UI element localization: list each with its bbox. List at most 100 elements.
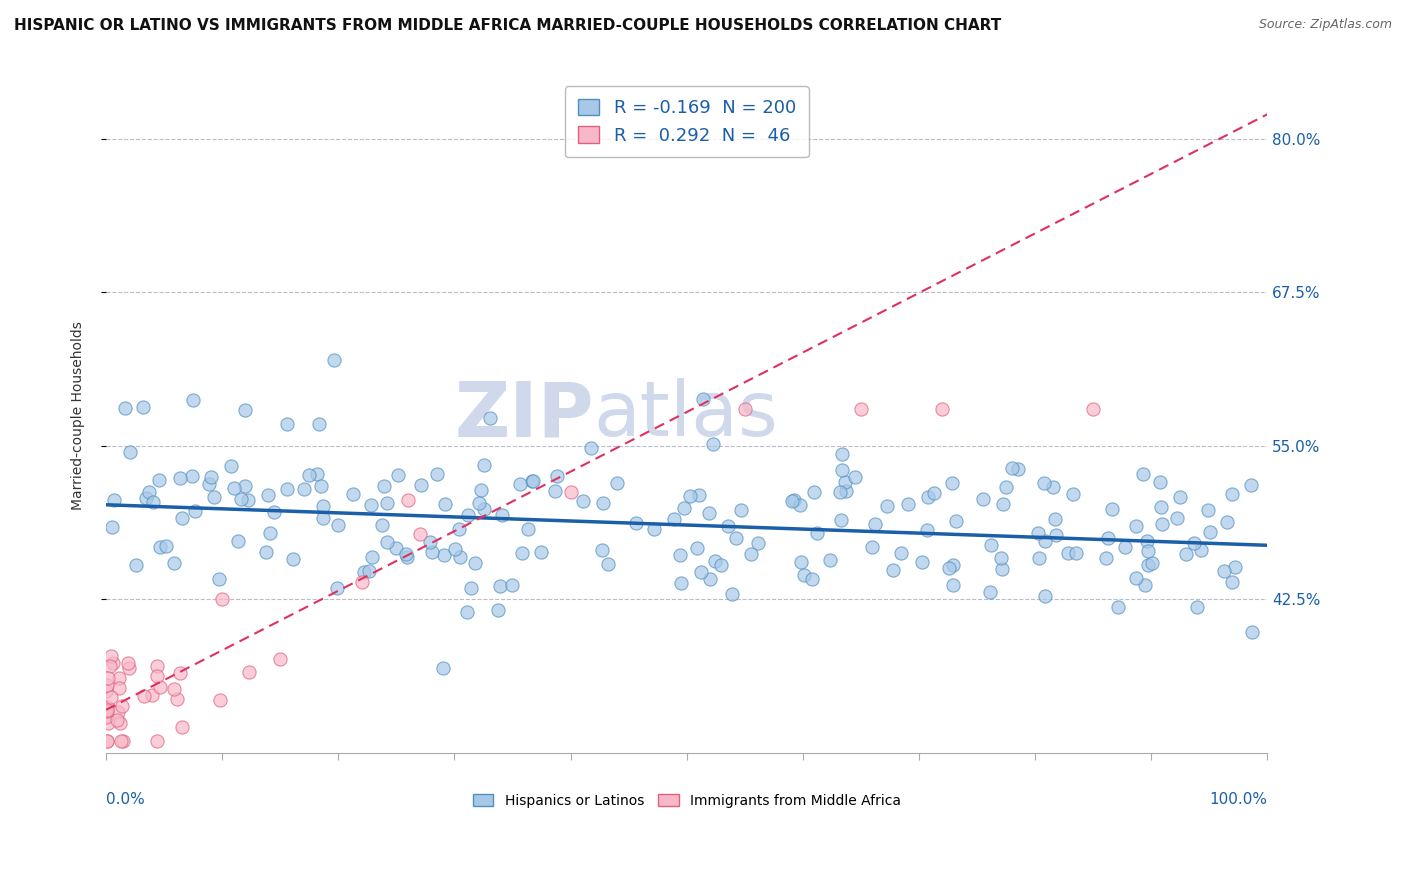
Point bbox=[699, 572, 721, 586]
Point bbox=[96, 700, 118, 714]
Point bbox=[704, 554, 727, 568]
Point bbox=[371, 517, 394, 532]
Point bbox=[1032, 476, 1054, 491]
Point bbox=[200, 469, 222, 483]
Point bbox=[692, 392, 714, 406]
Point bbox=[457, 508, 479, 522]
Point bbox=[142, 495, 165, 509]
Point bbox=[375, 496, 398, 510]
Point bbox=[890, 546, 912, 560]
Point bbox=[1097, 531, 1119, 545]
Point bbox=[96, 704, 118, 718]
Point bbox=[783, 492, 806, 507]
Point bbox=[1107, 599, 1129, 614]
Point bbox=[229, 492, 252, 507]
Point bbox=[259, 526, 281, 541]
Point bbox=[560, 485, 582, 500]
Point bbox=[991, 497, 1014, 511]
Point bbox=[520, 474, 543, 488]
Point bbox=[1001, 460, 1024, 475]
Point bbox=[941, 475, 963, 490]
Point bbox=[1101, 502, 1123, 516]
Point bbox=[672, 501, 695, 516]
Point bbox=[456, 605, 478, 619]
Point bbox=[1043, 511, 1066, 525]
Point bbox=[276, 482, 298, 496]
Point bbox=[806, 526, 828, 541]
Point bbox=[292, 482, 315, 496]
Point bbox=[1216, 515, 1239, 529]
Point bbox=[717, 518, 740, 533]
Point bbox=[1026, 526, 1049, 541]
Point bbox=[702, 436, 724, 450]
Point bbox=[208, 692, 231, 706]
Point bbox=[148, 473, 170, 487]
Point bbox=[679, 489, 702, 503]
Point bbox=[449, 522, 471, 536]
Legend: Hispanics or Latinos, Immigrants from Middle Africa: Hispanics or Latinos, Immigrants from Mi… bbox=[467, 789, 907, 814]
Point bbox=[979, 584, 1001, 599]
Point bbox=[876, 500, 898, 514]
Point bbox=[1033, 589, 1056, 603]
Point bbox=[198, 477, 221, 491]
Point bbox=[163, 681, 186, 696]
Point bbox=[433, 548, 456, 562]
Point bbox=[1182, 536, 1205, 550]
Point bbox=[103, 657, 125, 671]
Point bbox=[1223, 560, 1246, 574]
Point bbox=[460, 582, 482, 596]
Point bbox=[1081, 402, 1104, 417]
Point bbox=[449, 549, 471, 564]
Point bbox=[360, 498, 382, 512]
Point bbox=[359, 564, 381, 578]
Point bbox=[118, 661, 141, 675]
Point bbox=[831, 462, 853, 476]
Point bbox=[96, 733, 118, 747]
Point bbox=[97, 672, 120, 686]
Point bbox=[472, 502, 495, 516]
Point bbox=[1241, 624, 1264, 639]
Point bbox=[169, 666, 191, 681]
Point bbox=[96, 704, 118, 718]
Point bbox=[911, 555, 934, 569]
Text: 0.0%: 0.0% bbox=[105, 792, 145, 806]
Point bbox=[434, 497, 457, 511]
Point bbox=[444, 542, 467, 557]
Point bbox=[689, 566, 711, 580]
Text: atlas: atlas bbox=[593, 378, 779, 452]
Point bbox=[1125, 519, 1147, 533]
Point bbox=[420, 545, 443, 559]
Point bbox=[688, 487, 710, 501]
Point bbox=[830, 513, 852, 527]
Point bbox=[360, 550, 382, 565]
Point bbox=[865, 517, 887, 532]
Point bbox=[311, 511, 333, 525]
Point bbox=[844, 470, 866, 484]
Point bbox=[1136, 544, 1159, 558]
Text: Source: ZipAtlas.com: Source: ZipAtlas.com bbox=[1258, 18, 1392, 31]
Point bbox=[155, 539, 177, 553]
Point bbox=[108, 715, 131, 730]
Point bbox=[972, 492, 994, 507]
Point bbox=[411, 478, 433, 492]
Point bbox=[1166, 511, 1188, 525]
Point bbox=[1062, 486, 1084, 500]
Point bbox=[396, 492, 419, 507]
Point bbox=[96, 677, 118, 691]
Point bbox=[98, 658, 121, 673]
Point bbox=[800, 573, 823, 587]
Point bbox=[697, 506, 720, 520]
Point bbox=[170, 511, 193, 525]
Point bbox=[924, 486, 946, 500]
Point bbox=[501, 577, 523, 591]
Point bbox=[897, 497, 920, 511]
Point bbox=[233, 479, 256, 493]
Point bbox=[426, 467, 449, 482]
Point bbox=[522, 474, 544, 488]
Point bbox=[1136, 558, 1159, 572]
Point bbox=[931, 402, 953, 417]
Point bbox=[1197, 503, 1219, 517]
Point bbox=[100, 690, 122, 704]
Point bbox=[326, 518, 349, 533]
Point bbox=[375, 535, 398, 549]
